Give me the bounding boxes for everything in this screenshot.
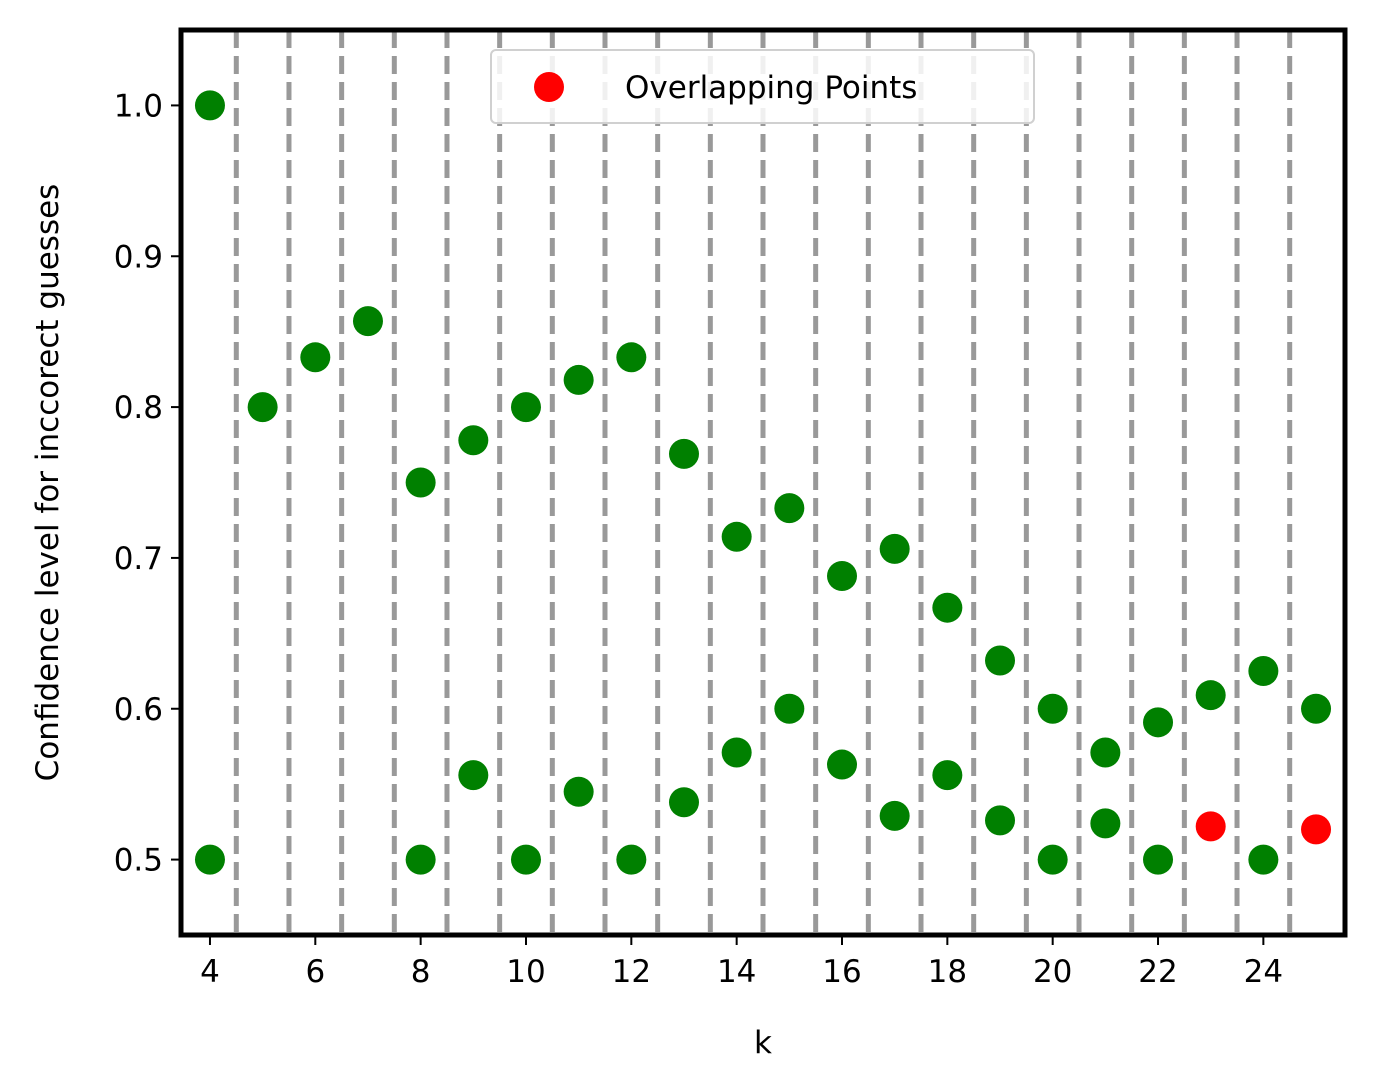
- point-12-13: [616, 342, 647, 373]
- legend-label-overlapping-points: Overlapping Points: [625, 70, 917, 106]
- point-18-25: [932, 592, 963, 623]
- y-tick-label-3: 0.8: [114, 390, 163, 426]
- point-22-34: [1143, 844, 1174, 875]
- point-8-6: [405, 844, 436, 875]
- point-15-20: [774, 693, 805, 724]
- point-8-5: [405, 467, 436, 498]
- y-tick-label-5: 1.0: [114, 88, 163, 124]
- point-9-8: [458, 760, 489, 791]
- point-19-27: [985, 645, 1016, 676]
- point-17-23: [879, 533, 910, 564]
- overlap-point-25-1: [1301, 814, 1332, 845]
- x-axis-label: k: [754, 1025, 772, 1061]
- y-tick-label-1: 0.6: [114, 692, 163, 728]
- point-23-35: [1195, 680, 1226, 711]
- legend-marker-overlapping-points: [534, 72, 564, 102]
- point-16-21: [827, 561, 858, 592]
- point-22-33: [1143, 707, 1174, 738]
- x-tick-label-14: 14: [717, 954, 756, 990]
- point-20-29: [1037, 693, 1068, 724]
- point-6-3: [300, 342, 331, 373]
- point-24-37: [1248, 844, 1279, 875]
- overlap-point-23-0: [1195, 811, 1226, 842]
- point-5-2: [247, 392, 278, 423]
- point-14-17: [721, 521, 752, 552]
- point-10-10: [510, 844, 541, 875]
- y-tick-label-2: 0.7: [114, 541, 163, 577]
- x-tick-label-22: 22: [1138, 954, 1177, 990]
- data-points: [194, 90, 1332, 875]
- point-16-22: [827, 749, 858, 780]
- point-17-24: [879, 800, 910, 831]
- x-tick-label-24: 24: [1244, 954, 1283, 990]
- x-axis-ticks: 4 6 8 10 12 14 16 18 20 22 24: [200, 935, 1283, 990]
- y-tick-label-0: 0.5: [114, 843, 163, 879]
- point-14-18: [721, 737, 752, 768]
- vertical-dashed-lines: [233, 30, 1293, 935]
- point-21-31: [1090, 737, 1121, 768]
- y-axis-label: Confidence level for inccorect guesses: [30, 184, 66, 782]
- point-24-36: [1248, 656, 1279, 687]
- legend: Overlapping Points: [490, 49, 1035, 124]
- point-19-28: [985, 805, 1016, 836]
- x-tick-label-4: 4: [200, 954, 220, 990]
- x-tick-label-8: 8: [411, 954, 431, 990]
- y-tick-label-4: 0.9: [114, 239, 163, 275]
- point-13-15: [668, 438, 699, 469]
- x-tick-label-10: 10: [506, 954, 545, 990]
- point-9-7: [458, 425, 489, 456]
- point-12-14: [616, 844, 647, 875]
- x-tick-label-12: 12: [612, 954, 651, 990]
- y-axis-ticks: 0.5 0.6 0.7 0.8 0.9 1.0: [114, 88, 181, 879]
- x-tick-label-18: 18: [928, 954, 967, 990]
- point-4-1: [194, 844, 225, 875]
- point-20-30: [1037, 844, 1068, 875]
- point-25-38: [1301, 693, 1332, 724]
- point-4-0: [194, 90, 225, 121]
- plot-frame: [178, 27, 1348, 938]
- point-18-26: [932, 760, 963, 791]
- point-10-9: [510, 392, 541, 423]
- point-15-19: [774, 493, 805, 524]
- x-tick-label-16: 16: [822, 954, 861, 990]
- x-tick-label-20: 20: [1033, 954, 1072, 990]
- point-7-4: [352, 306, 383, 337]
- x-tick-label-6: 6: [305, 954, 325, 990]
- legend-box: [490, 49, 1035, 124]
- point-11-11: [563, 364, 594, 395]
- point-13-16: [668, 787, 699, 818]
- point-11-12: [563, 776, 594, 807]
- point-21-32: [1090, 808, 1121, 839]
